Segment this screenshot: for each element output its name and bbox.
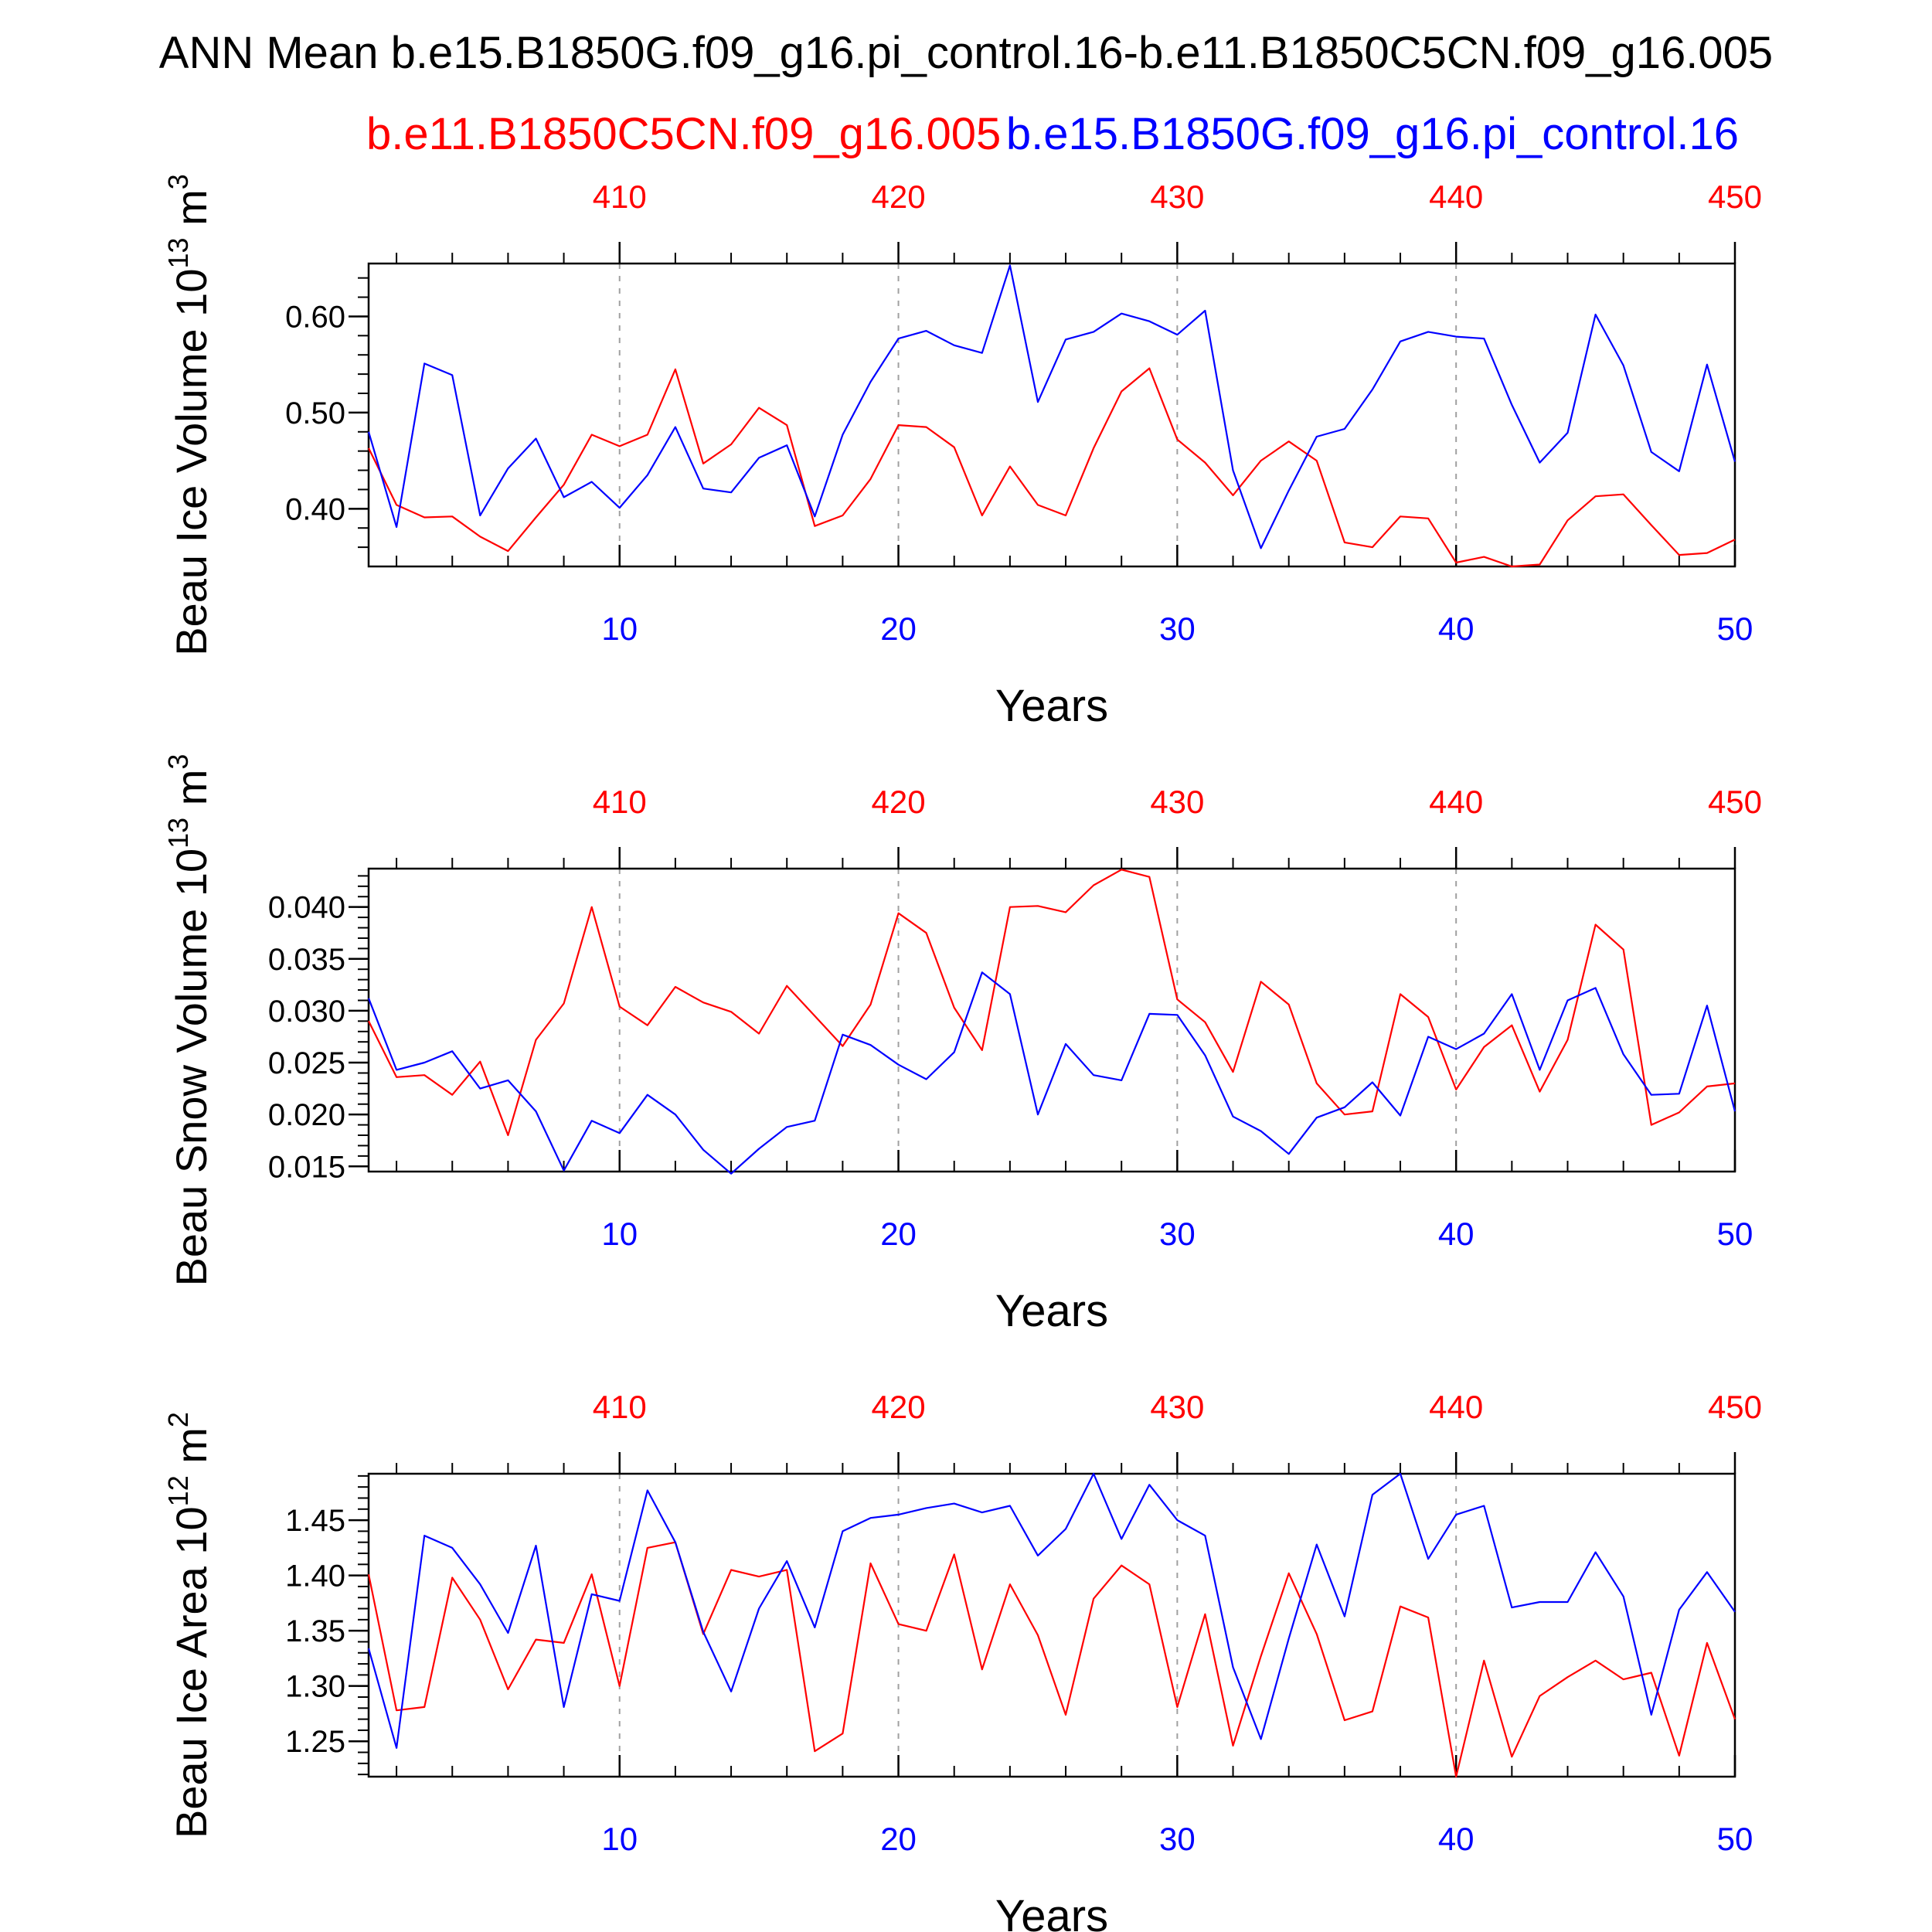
series-line-blue: [367, 264, 1736, 549]
x-tick-label: 50: [1717, 1821, 1753, 1857]
y-axis-title-text: m: [167, 770, 216, 818]
y-tick-label: 0.020: [268, 1098, 345, 1132]
y-axis-title: Beau Ice Volume 1013 m3: [162, 174, 216, 656]
top-x-tick-label: 440: [1429, 179, 1483, 215]
x-tick-label: 30: [1159, 1821, 1196, 1857]
top-x-tick-label: 430: [1150, 179, 1204, 215]
figure-title: ANN Mean b.e15.B1850G.f09_g16.pi_control…: [159, 28, 1773, 78]
series-line-red: [368, 869, 1736, 1137]
x-tick-label: 30: [1159, 611, 1196, 647]
top-x-tick-label: 420: [872, 784, 926, 820]
y-axis-title-text: Beau Ice Volume 10: [167, 269, 216, 656]
x-tick-label: 50: [1717, 611, 1753, 647]
y-axis-title-text: Beau Ice Area 10: [167, 1506, 216, 1838]
y-tick-label: 0.50: [285, 396, 345, 430]
top-x-tick-label: 450: [1708, 784, 1762, 820]
y-axis-title-superscript: 2: [162, 1412, 194, 1427]
top-x-tick-label: 420: [872, 1389, 926, 1425]
y-tick-label: 0.035: [268, 943, 345, 977]
top-x-tick-label: 450: [1708, 179, 1762, 215]
chart-panel-1: 10 20 30 40 50 410 420 430 440 450 0.40 0.50 0.60 Yea…: [162, 174, 1762, 731]
y-tick-label: 1.40: [285, 1560, 345, 1594]
y-tick-label: 0.030: [268, 995, 345, 1029]
top-x-tick-label: 450: [1708, 1389, 1762, 1425]
panels-group: 10 20 30 40 50 410 420 430 440 450 0.40 0.50 0.60 Yea…: [162, 174, 1762, 1932]
y-tick-label: 1.25: [285, 1725, 345, 1759]
y-tick-label: 1.35: [285, 1614, 345, 1648]
top-x-tick-label: 430: [1150, 1389, 1204, 1425]
x-axis-title: Years: [995, 1891, 1108, 1932]
top-x-tick-label: 410: [593, 179, 647, 215]
plot-frame: [367, 867, 1736, 1173]
y-tick-label: 1.45: [285, 1504, 345, 1538]
series-line-red: [367, 1541, 1736, 1778]
y-axis-title-text: m: [167, 189, 216, 237]
chart-panel-3: 10 20 30 40 50 410 420 430 440 450 1.25 1.30 1.35 1.4…: [162, 1389, 1762, 1932]
y-axis-title: Beau Snow Volume 1013 m3: [162, 754, 216, 1287]
x-tick-label: 10: [601, 1216, 638, 1252]
y-axis-title: Beau Ice Area 1012 m2: [162, 1412, 216, 1838]
subtitle-red-case: b.e11.B1850C5CN.f09_g16.005: [366, 109, 1001, 159]
series-line-blue: [367, 1472, 1736, 1749]
x-tick-label: 20: [880, 611, 917, 647]
y-axis-title-superscript: 3: [162, 754, 194, 770]
y-tick-label: 1.30: [285, 1670, 345, 1704]
top-x-tick-label: 420: [872, 179, 926, 215]
top-x-tick-label: 440: [1429, 1389, 1483, 1425]
y-axis-title-text: m: [167, 1427, 216, 1475]
y-tick-label: 0.015: [268, 1150, 345, 1184]
x-tick-label: 40: [1438, 1216, 1475, 1252]
y-axis-title-superscript: 3: [162, 174, 194, 189]
series-line-red: [368, 367, 1736, 568]
x-axis-title: Years: [995, 1286, 1108, 1336]
x-tick-label: 50: [1717, 1216, 1753, 1252]
subtitle-blue-case: b.e15.B1850G.f09_g16.pi_control.16: [1006, 109, 1739, 159]
top-x-tick-label: 430: [1150, 784, 1204, 820]
x-tick-label: 20: [880, 1216, 917, 1252]
y-tick-label: 0.60: [285, 300, 345, 334]
x-tick-label: 20: [880, 1821, 917, 1857]
plot-frame: [367, 1472, 1736, 1778]
top-x-tick-label: 410: [593, 1389, 647, 1425]
x-tick-label: 10: [601, 1821, 638, 1857]
x-axis-title: Years: [995, 681, 1108, 731]
x-tick-label: 40: [1438, 1821, 1475, 1857]
y-tick-label: 0.40: [285, 492, 345, 526]
y-axis-title-text: Beau Snow Volume 10: [167, 849, 216, 1287]
x-tick-label: 40: [1438, 611, 1475, 647]
y-tick-label: 0.025: [268, 1046, 345, 1080]
top-x-tick-label: 410: [593, 784, 647, 820]
x-tick-label: 30: [1159, 1216, 1196, 1252]
series-line-blue: [367, 971, 1736, 1175]
plot-frame: [367, 262, 1736, 568]
chart-panel-2: 10 20 30 40 50 410 420 430 440 450 0.015 0.020 0.025…: [162, 754, 1762, 1336]
y-axis-title-superscript: 13: [162, 818, 194, 849]
top-x-tick-label: 440: [1429, 784, 1483, 820]
y-axis-title-superscript: 13: [162, 237, 194, 268]
x-tick-label: 10: [601, 611, 638, 647]
y-axis-title-superscript: 12: [162, 1475, 194, 1506]
y-tick-label: 0.040: [268, 891, 345, 925]
